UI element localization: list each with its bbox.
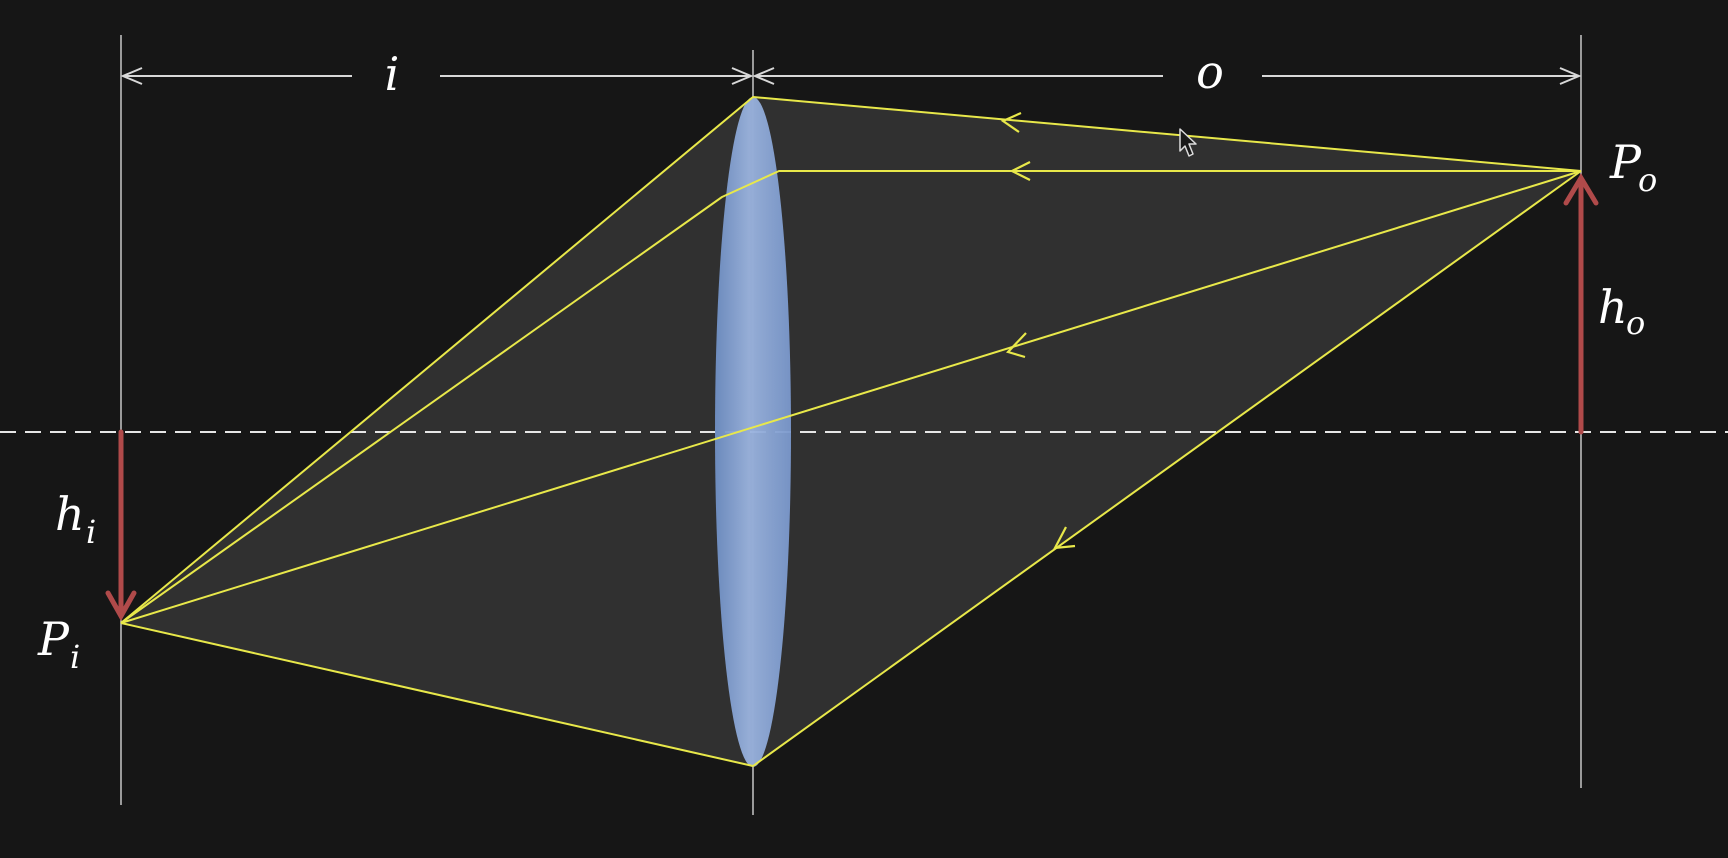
object-distance-dimension: [752, 67, 1582, 85]
image-distance-dimension: [120, 67, 754, 85]
svg-text:i: i: [86, 513, 96, 551]
svg-text:h: h: [55, 487, 85, 541]
object-distance-label: o: [1196, 45, 1224, 99]
object-side-ray-cone: [753, 97, 1581, 766]
svg-text:P: P: [1609, 135, 1642, 189]
svg-text:o: o: [1626, 304, 1645, 342]
ray-top-marginal: [120, 96, 1582, 624]
image-distance-label: i: [385, 47, 400, 101]
ray-chief: [120, 170, 1582, 624]
svg-text:o: o: [1638, 161, 1657, 199]
mouse-pointer-icon: [1179, 128, 1197, 157]
arrow-chevron-icon: [1053, 526, 1076, 550]
ray-bottom-marginal: [120, 170, 1582, 767]
image-point-label: P i: [37, 612, 80, 676]
object-height-arrow: [1563, 173, 1599, 435]
svg-text:h: h: [1598, 280, 1628, 334]
svg-text:P: P: [37, 612, 70, 666]
converging-lens: [715, 97, 791, 767]
ray-direction-arrows: [1000, 111, 1076, 550]
arrow-chevron-icon: [1000, 111, 1022, 133]
image-height-arrow: [105, 429, 137, 622]
arrow-chevron-icon: [1005, 332, 1027, 359]
light-rays: [120, 96, 1582, 767]
object-height-label: h o: [1598, 280, 1645, 342]
svg-text:i: i: [70, 638, 80, 676]
ray-parallel: [120, 170, 1581, 624]
arrow-chevron-icon: [1009, 161, 1031, 181]
image-height-label: h i: [55, 487, 96, 551]
object-point-label: P o: [1609, 135, 1657, 199]
